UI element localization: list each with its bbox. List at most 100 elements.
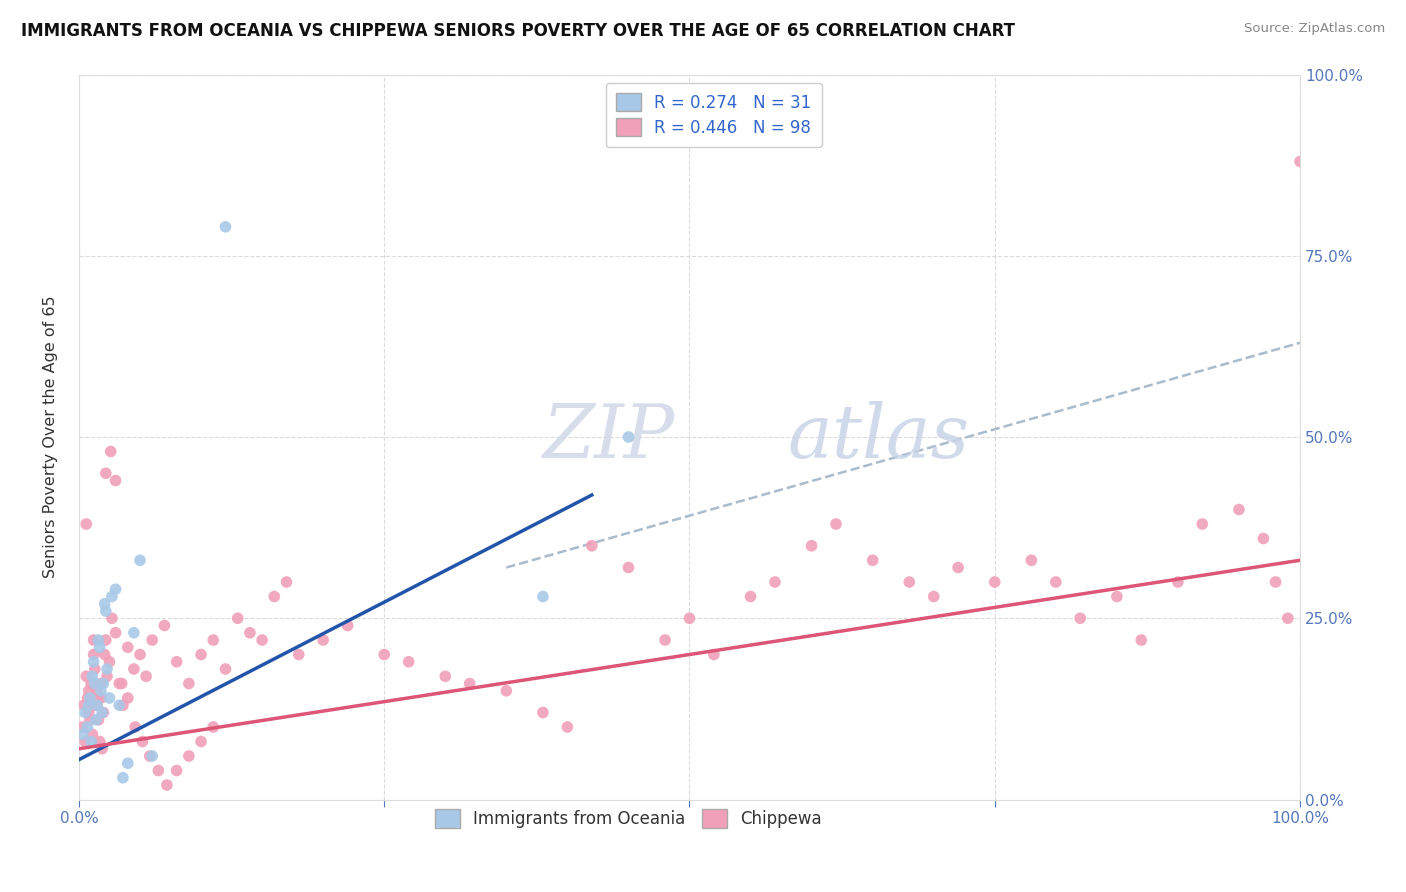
Point (108, 698, 131, 713)
Point (77, 698, 100, 713)
Point (93, 597, 115, 611)
Point (84, 698, 107, 713)
Point (226, 611, 249, 625)
Point (73, 698, 96, 713)
Point (276, 574, 298, 589)
Point (131, 734, 153, 748)
Point (72, 720, 94, 734)
Y-axis label: Seniors Poverty Over the Age of 65: Seniors Poverty Over the Age of 65 (44, 296, 58, 578)
Point (166, 764, 188, 778)
Point (93, 648, 115, 662)
Point (76, 720, 98, 734)
Point (101, 590, 124, 604)
Point (86, 698, 108, 713)
Point (83, 648, 105, 662)
Point (862, 553, 884, 567)
Point (111, 676, 134, 690)
Point (250, 633, 273, 648)
Point (80, 698, 103, 713)
Point (202, 720, 225, 734)
Point (86, 691, 108, 706)
Point (1130, 633, 1153, 648)
Point (617, 430, 640, 444)
Point (83, 662, 105, 676)
Point (1021, 553, 1043, 567)
Point (100, 444, 122, 458)
Point (96, 662, 118, 676)
Point (83, 676, 105, 690)
Point (1253, 532, 1275, 546)
Point (336, 618, 359, 632)
Point (80, 734, 103, 748)
Point (87, 713, 110, 727)
Point (93, 676, 115, 690)
Point (531, 590, 554, 604)
Point (75, 669, 97, 683)
Point (90, 683, 112, 698)
Point (82, 669, 104, 683)
Point (91, 741, 114, 756)
Point (73, 734, 96, 748)
Point (1191, 516, 1213, 531)
Point (141, 749, 163, 764)
Point (287, 648, 309, 662)
Point (1069, 611, 1091, 625)
Point (79, 713, 101, 727)
Point (117, 756, 139, 771)
Point (89, 734, 111, 748)
Point (117, 640, 139, 655)
Point (617, 560, 640, 574)
Point (922, 590, 945, 604)
Point (495, 683, 517, 698)
Point (98, 691, 121, 706)
Point (94, 467, 117, 481)
Point (141, 633, 163, 648)
Point (153, 618, 176, 632)
Point (76, 691, 98, 706)
Point (98, 655, 121, 669)
Point (1277, 611, 1299, 625)
Point (740, 590, 762, 604)
Point (190, 648, 212, 662)
Text: atlas: atlas (787, 401, 969, 474)
Point (190, 734, 212, 748)
Point (239, 625, 262, 640)
Point (84, 713, 107, 727)
Point (1045, 574, 1067, 589)
Point (1289, 154, 1312, 169)
Point (124, 720, 146, 734)
Point (83, 655, 105, 669)
Point (148, 764, 170, 778)
Point (86, 683, 108, 698)
Point (1105, 590, 1128, 604)
Point (111, 771, 134, 785)
Point (89, 640, 111, 655)
Point (87, 633, 110, 648)
Point (72, 727, 94, 741)
Point (434, 669, 457, 683)
Point (139, 749, 162, 764)
Point (202, 633, 225, 648)
Point (73, 706, 96, 720)
Point (82, 727, 104, 741)
Point (101, 611, 124, 625)
Point (94, 604, 117, 618)
Text: IMMIGRANTS FROM OCEANIA VS CHIPPEWA SENIORS POVERTY OVER THE AGE OF 65 CORRELATI: IMMIGRANTS FROM OCEANIA VS CHIPPEWA SENI… (21, 22, 1015, 40)
Point (80, 676, 103, 690)
Point (77, 706, 100, 720)
Point (898, 574, 921, 589)
Legend: Immigrants from Oceania, Chippewa: Immigrants from Oceania, Chippewa (429, 803, 828, 835)
Point (1227, 502, 1250, 516)
Point (458, 676, 481, 690)
Point (263, 590, 285, 604)
Point (93, 706, 115, 720)
Point (75, 516, 97, 531)
Point (90, 676, 112, 690)
Point (703, 648, 725, 662)
Point (91, 706, 114, 720)
Point (800, 539, 823, 553)
Point (531, 706, 554, 720)
Point (166, 655, 188, 669)
Point (1264, 574, 1286, 589)
Point (83, 633, 105, 648)
